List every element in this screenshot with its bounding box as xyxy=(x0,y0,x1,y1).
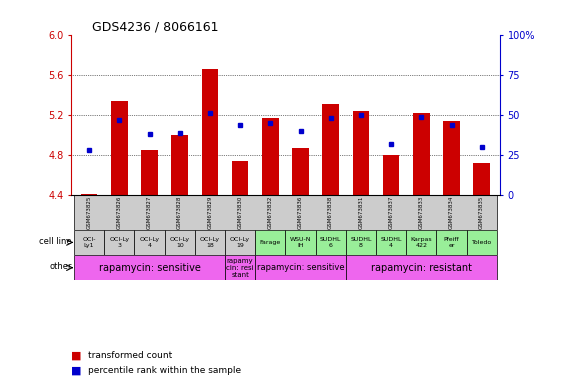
Text: GSM673832: GSM673832 xyxy=(268,196,273,229)
Bar xyxy=(383,155,399,195)
Bar xyxy=(262,118,279,195)
Bar xyxy=(111,101,128,195)
Text: OCI-Ly
4: OCI-Ly 4 xyxy=(140,237,160,248)
Text: percentile rank within the sample: percentile rank within the sample xyxy=(88,366,241,375)
Text: rapamycin: resistant: rapamycin: resistant xyxy=(371,263,472,273)
Text: other: other xyxy=(49,262,72,271)
FancyBboxPatch shape xyxy=(316,230,346,255)
Text: OCI-Ly
19: OCI-Ly 19 xyxy=(230,237,250,248)
Text: Toledo: Toledo xyxy=(471,240,492,245)
Text: SUDHL
4: SUDHL 4 xyxy=(381,237,402,248)
Text: Karpas
422: Karpas 422 xyxy=(411,237,432,248)
FancyBboxPatch shape xyxy=(467,230,497,255)
Text: GSM673828: GSM673828 xyxy=(177,196,182,229)
Text: ■: ■ xyxy=(71,366,81,376)
FancyBboxPatch shape xyxy=(135,230,165,255)
Text: GSM673838: GSM673838 xyxy=(328,196,333,229)
Text: GSM673827: GSM673827 xyxy=(147,196,152,229)
FancyBboxPatch shape xyxy=(225,255,255,280)
FancyBboxPatch shape xyxy=(104,230,135,255)
Text: rapamy
cin: resi
stant: rapamy cin: resi stant xyxy=(226,258,254,278)
FancyBboxPatch shape xyxy=(74,255,225,280)
FancyBboxPatch shape xyxy=(436,230,467,255)
Text: SUDHL
6: SUDHL 6 xyxy=(320,237,341,248)
Text: GSM673825: GSM673825 xyxy=(87,196,91,229)
FancyBboxPatch shape xyxy=(406,230,436,255)
Text: GSM673833: GSM673833 xyxy=(419,196,424,229)
Bar xyxy=(141,150,158,195)
Bar xyxy=(232,161,248,195)
FancyBboxPatch shape xyxy=(74,195,497,230)
Text: GSM673826: GSM673826 xyxy=(117,196,122,229)
FancyBboxPatch shape xyxy=(255,255,346,280)
Bar xyxy=(292,148,309,195)
FancyBboxPatch shape xyxy=(255,230,285,255)
Text: cell line: cell line xyxy=(39,237,72,246)
FancyBboxPatch shape xyxy=(376,230,406,255)
FancyBboxPatch shape xyxy=(74,230,104,255)
Text: OCI-Ly
3: OCI-Ly 3 xyxy=(109,237,130,248)
Bar xyxy=(323,104,339,195)
Text: OCI-
Ly1: OCI- Ly1 xyxy=(82,237,96,248)
FancyBboxPatch shape xyxy=(346,255,497,280)
Text: GSM673829: GSM673829 xyxy=(207,196,212,229)
Text: WSU-N
IH: WSU-N IH xyxy=(290,237,311,248)
Bar xyxy=(443,121,460,195)
FancyBboxPatch shape xyxy=(195,230,225,255)
Text: SUDHL
8: SUDHL 8 xyxy=(350,237,371,248)
FancyBboxPatch shape xyxy=(165,230,195,255)
Text: OCI-Ly
18: OCI-Ly 18 xyxy=(200,237,220,248)
Bar xyxy=(353,111,369,195)
Text: transformed count: transformed count xyxy=(88,351,172,360)
FancyBboxPatch shape xyxy=(285,230,316,255)
Text: GSM673830: GSM673830 xyxy=(237,196,243,229)
Bar xyxy=(202,69,218,195)
Text: GSM673831: GSM673831 xyxy=(358,196,364,229)
Text: Farage: Farage xyxy=(260,240,281,245)
Text: rapamycin: sensitive: rapamycin: sensitive xyxy=(257,263,344,272)
Text: GSM673835: GSM673835 xyxy=(479,196,484,229)
Text: GSM673834: GSM673834 xyxy=(449,196,454,229)
Bar xyxy=(413,113,429,195)
Text: ■: ■ xyxy=(71,350,81,360)
FancyBboxPatch shape xyxy=(346,230,376,255)
Text: GSM673837: GSM673837 xyxy=(389,196,394,229)
Text: OCI-Ly
10: OCI-Ly 10 xyxy=(170,237,190,248)
FancyBboxPatch shape xyxy=(225,230,255,255)
Text: Pfeiff
er: Pfeiff er xyxy=(444,237,460,248)
Text: rapamycin: sensitive: rapamycin: sensitive xyxy=(99,263,201,273)
Text: GDS4236 / 8066161: GDS4236 / 8066161 xyxy=(93,20,219,33)
Bar xyxy=(81,194,98,195)
Bar xyxy=(473,163,490,195)
Bar xyxy=(172,135,188,195)
Text: GSM673836: GSM673836 xyxy=(298,196,303,229)
